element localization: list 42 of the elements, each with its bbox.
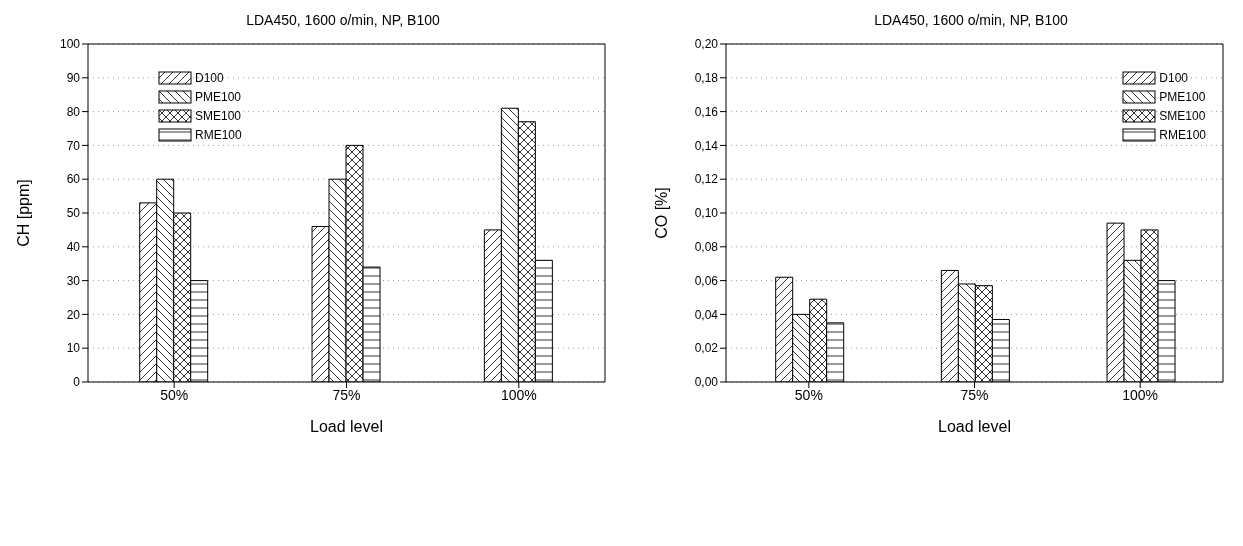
y-tick-label: 0,18 [694, 71, 719, 86]
y-tick-label: 0,20 [694, 37, 719, 52]
y-tick-label: 0 [73, 375, 81, 390]
y-tick-label: 10 [66, 341, 81, 356]
legend-label: SME100 [195, 108, 242, 123]
x-tick-label: 100% [500, 386, 537, 403]
legend-label: PME100 [195, 89, 242, 104]
legend-label: SME100 [1159, 108, 1206, 123]
y-tick-label: 0,08 [694, 240, 719, 255]
x-tick-label: 75% [960, 386, 989, 403]
chart-title: LDA450, 1600 o/min, NP, B100 [873, 12, 1069, 28]
y-tick-label: 0,02 [694, 341, 719, 356]
x-tick-label: 50% [160, 386, 189, 403]
y-tick-label: 80 [66, 104, 81, 119]
legend-label: RME100 [1159, 127, 1206, 142]
y-tick-label: 0,14 [694, 138, 719, 153]
legend-label: D100 [1159, 70, 1188, 85]
y-tick-label: 40 [66, 240, 81, 255]
y-tick-label: 100 [59, 37, 81, 52]
legend-label: PME100 [1159, 89, 1206, 104]
y-tick-label: 60 [66, 172, 81, 187]
x-axis-title: Load level [310, 418, 383, 435]
x-tick-label: 50% [794, 386, 823, 403]
y-tick-label: 50 [66, 206, 81, 221]
y-axis-title: CH [ppm] [14, 179, 32, 247]
x-tick-label: 100% [1122, 386, 1159, 403]
x-axis-title: Load level [938, 418, 1011, 435]
y-tick-label: 0,04 [694, 307, 719, 322]
y-tick-label: 90 [66, 71, 81, 86]
y-tick-label: 0,16 [694, 104, 719, 119]
y-tick-label: 70 [66, 138, 81, 153]
y-tick-label: 30 [66, 273, 81, 288]
legend-label: RME100 [195, 127, 242, 142]
legend-label: D100 [195, 70, 224, 85]
chart-title: LDA450, 1600 o/min, NP, B100 [245, 12, 441, 28]
y-tick-label: 0,00 [694, 375, 719, 390]
y-tick-label: 20 [66, 307, 81, 322]
y-tick-label: 0,06 [694, 273, 719, 288]
y-tick-label: 0,10 [694, 206, 719, 221]
y-tick-label: 0,12 [694, 172, 719, 187]
x-tick-label: 75% [332, 386, 361, 403]
y-axis-title: CO [%] [652, 187, 670, 239]
